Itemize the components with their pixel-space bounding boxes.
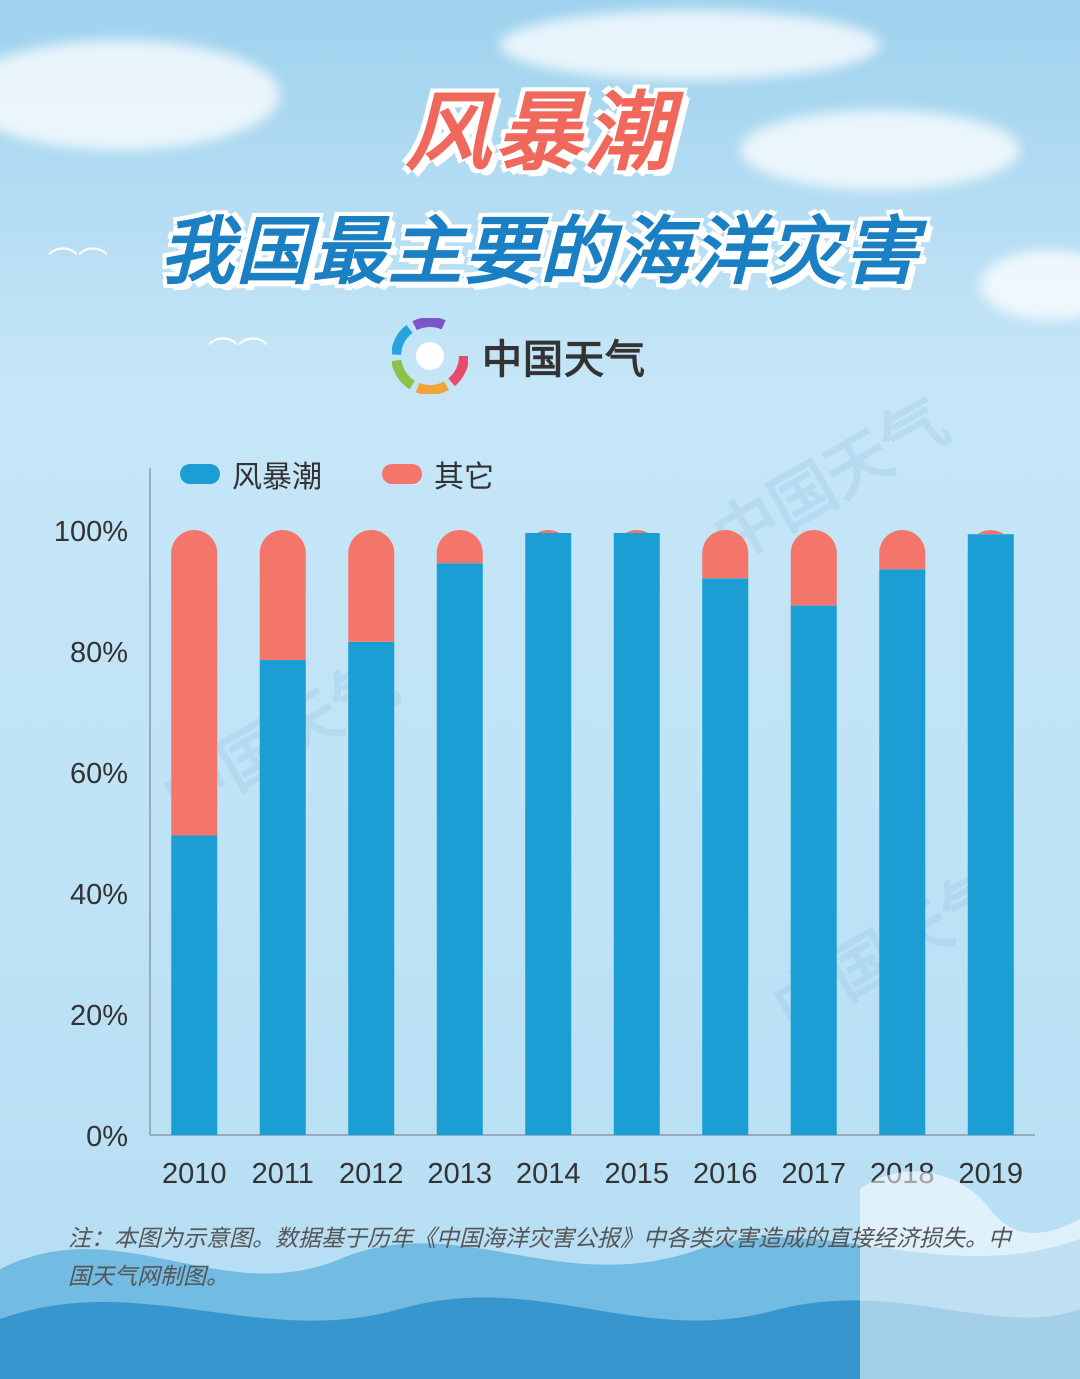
bar-segment-storm-surge <box>171 835 218 1135</box>
bar-segment-storm-surge <box>790 605 837 1135</box>
bar-segment-other <box>967 530 1014 535</box>
x-tick-label: 2015 <box>604 1158 669 1190</box>
seagull-icon: ⌒⌒ <box>48 246 108 281</box>
bar-segment-other <box>348 530 395 642</box>
page-subtitle: 我国最主要的海洋灾害 <box>160 209 920 295</box>
brand-swirl-icon <box>392 318 468 394</box>
cloud-decoration <box>740 110 1020 190</box>
x-tick-label: 2012 <box>339 1158 404 1190</box>
legend-swatch <box>180 464 220 484</box>
legend-item-other: 其它 <box>382 452 494 496</box>
x-tick-label: 2019 <box>958 1158 1023 1190</box>
x-tick-label: 2011 <box>252 1158 314 1190</box>
y-tick-label: 100% <box>54 516 128 548</box>
bar-segment-other <box>171 530 218 836</box>
y-tick-label: 20% <box>70 1000 128 1032</box>
y-tick-label: 0% <box>86 1121 128 1153</box>
bar-segment-other <box>436 530 483 564</box>
wave-decoration <box>0 1171 1080 1379</box>
bar-segment-storm-surge <box>702 578 749 1135</box>
legend-label: 风暴潮 <box>232 460 322 495</box>
cloud-decoration <box>0 40 280 150</box>
seagull-icon: ⌒⌒ <box>208 336 268 371</box>
brand-name: 中国天气 <box>482 337 646 383</box>
bar-segment-storm-surge <box>436 563 483 1135</box>
x-tick-label: 2014 <box>516 1158 581 1190</box>
stacked-bar-chart: 0% 20% 40% 60% 80% 100% 2010 2011 2012 2013 2014 20… <box>54 468 1035 1190</box>
x-tick-label: 2013 <box>427 1158 492 1190</box>
x-tick-label: 2017 <box>781 1158 846 1190</box>
page-title: 风暴潮 <box>405 83 675 183</box>
bar-segment-other <box>537 530 560 534</box>
y-tick-label: 80% <box>70 637 128 669</box>
y-tick-label: 60% <box>70 758 128 790</box>
x-tick-label: 2016 <box>693 1158 758 1190</box>
chart-legend: 风暴潮 其它 <box>180 452 494 496</box>
bar-segment-other <box>259 530 306 661</box>
y-tick-label: 40% <box>70 879 128 911</box>
bar-segment-storm-surge <box>967 534 1014 1135</box>
bar-segment-storm-surge <box>879 569 926 1135</box>
legend-item-storm-surge: 风暴潮 <box>180 452 322 496</box>
legend-swatch <box>382 464 422 484</box>
bar-segment-storm-surge <box>525 533 572 1135</box>
bar-segment-other <box>790 530 837 606</box>
bar-segment-storm-surge <box>259 660 306 1135</box>
chart-footnote: 注：本图为示意图。数据基于历年《中国海洋灾害公报》中各类灾害造成的直接经济损失。… <box>68 1226 1011 1290</box>
legend-label: 其它 <box>434 460 494 495</box>
bar-segment-other <box>625 530 648 534</box>
cloud-decoration <box>500 10 880 80</box>
bar-segment-storm-surge <box>348 641 395 1135</box>
bar-segment-other <box>702 530 749 579</box>
brand-logo: 中国天气 <box>392 318 646 394</box>
bar-segment-other <box>879 530 926 570</box>
bar-segment-storm-surge <box>613 533 660 1135</box>
x-tick-label: 2010 <box>162 1158 227 1190</box>
